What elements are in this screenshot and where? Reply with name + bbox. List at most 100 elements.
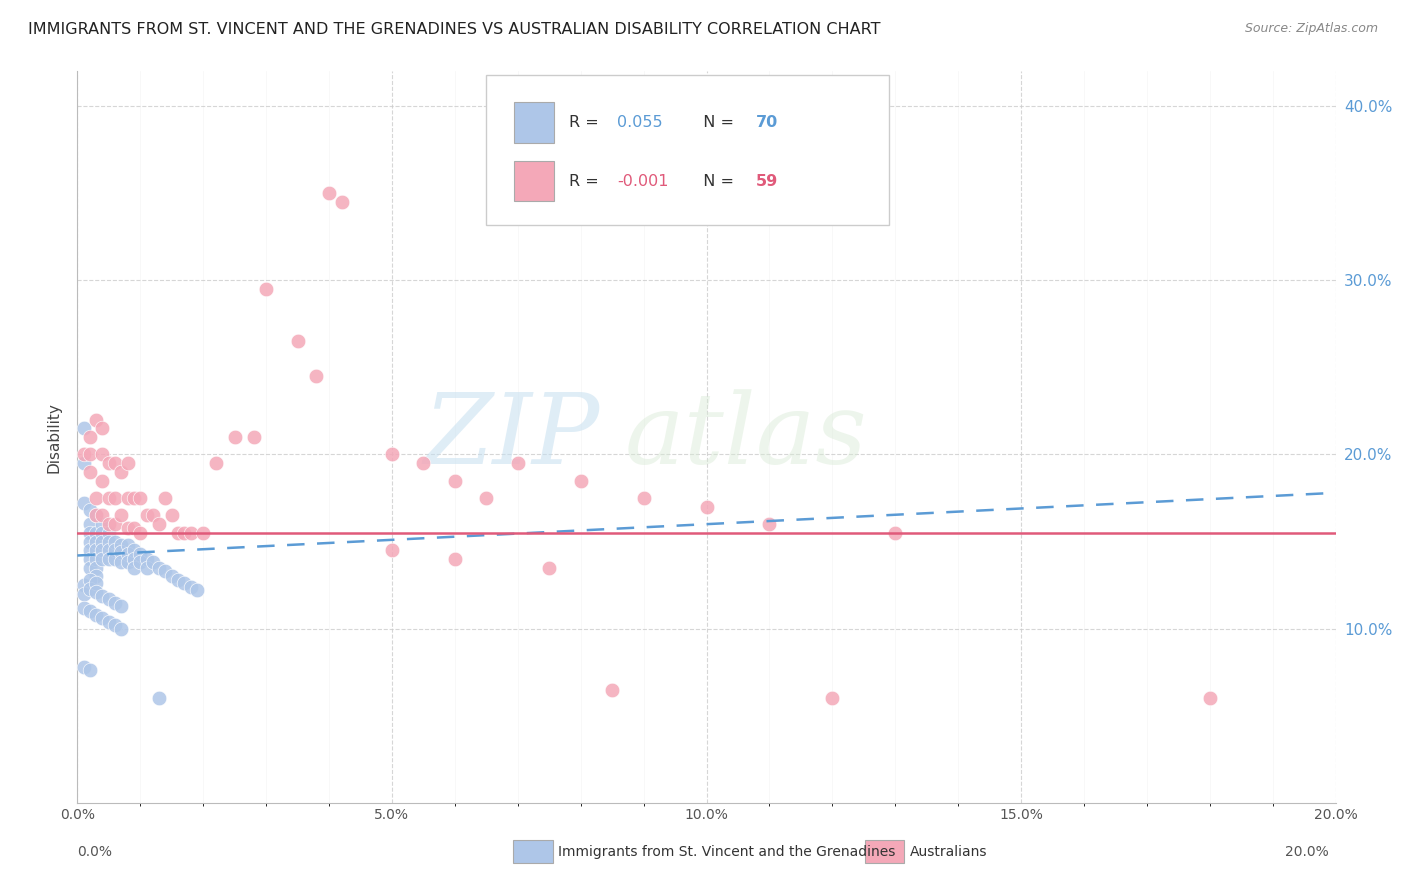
Point [84,576,107,591]
Point [104,534,127,549]
Point [186,583,208,598]
Point [72,421,94,435]
Point [117,547,139,561]
Point [129,556,152,570]
Text: -0.001: -0.001 [617,174,669,188]
Text: 20.0%: 20.0% [1285,845,1329,859]
Text: 70: 70 [755,115,778,130]
Point [821,691,844,706]
Point [173,525,195,540]
Text: R =: R = [569,115,605,130]
Point [135,508,157,523]
Point [84,552,107,566]
Point [117,491,139,505]
Point [318,186,340,201]
Point [72,587,94,601]
Text: N =: N = [693,115,738,130]
Point [104,456,127,470]
Point [110,545,132,559]
Point [97,491,120,505]
Point [84,508,107,523]
Point [117,521,139,535]
Point [287,334,309,349]
Point [84,585,107,599]
Point [79,543,101,558]
Text: Source: ZipAtlas.com: Source: ZipAtlas.com [1244,22,1378,36]
Point [91,474,114,488]
Point [633,491,655,505]
Point [330,194,353,209]
Point [254,282,277,296]
Point [79,503,101,517]
Point [135,552,157,566]
Point [84,491,107,505]
Point [91,543,114,558]
Point [91,552,114,566]
FancyBboxPatch shape [486,75,889,225]
Point [97,615,120,629]
Point [884,525,907,540]
Point [84,412,107,426]
Point [72,600,94,615]
Text: N =: N = [693,174,738,188]
Point [79,560,101,574]
Point [72,578,94,592]
Point [91,448,114,462]
Point [167,573,190,587]
Point [104,543,127,558]
Point [97,592,120,607]
Point [91,508,114,523]
Point [122,552,145,566]
Point [305,369,328,384]
Point [117,538,139,552]
Point [79,517,101,532]
Point [91,517,114,532]
Point [129,547,152,561]
Text: Immigrants from St. Vincent and the Grenadines: Immigrants from St. Vincent and the Gren… [558,845,896,859]
Point [79,534,101,549]
Point [91,525,114,540]
Point [148,691,170,706]
Point [97,517,120,532]
Point [110,622,132,636]
Point [91,589,114,603]
Point [160,569,183,583]
Point [569,474,592,488]
Bar [515,103,554,143]
Point [135,560,157,574]
Point [110,556,132,570]
Point [148,517,170,532]
Point [84,508,107,523]
Point [104,517,127,532]
Point [242,430,264,444]
Point [160,508,183,523]
Point [79,430,101,444]
Point [79,448,101,462]
Point [148,560,170,574]
Point [79,582,101,596]
Point [129,525,152,540]
Point [97,525,120,540]
Point [79,465,101,479]
Point [381,448,404,462]
Text: R =: R = [569,174,605,188]
Point [84,534,107,549]
Point [224,430,246,444]
Point [142,556,165,570]
Point [84,607,107,622]
Point [122,543,145,558]
Point [117,556,139,570]
Point [173,576,195,591]
Point [91,611,114,625]
Point [204,456,226,470]
Point [104,618,127,632]
Point [79,525,101,540]
Point [72,448,94,462]
Point [180,525,202,540]
Point [117,456,139,470]
Point [412,456,434,470]
Point [110,538,132,552]
Point [142,508,165,523]
Point [97,543,120,558]
Point [72,456,94,470]
